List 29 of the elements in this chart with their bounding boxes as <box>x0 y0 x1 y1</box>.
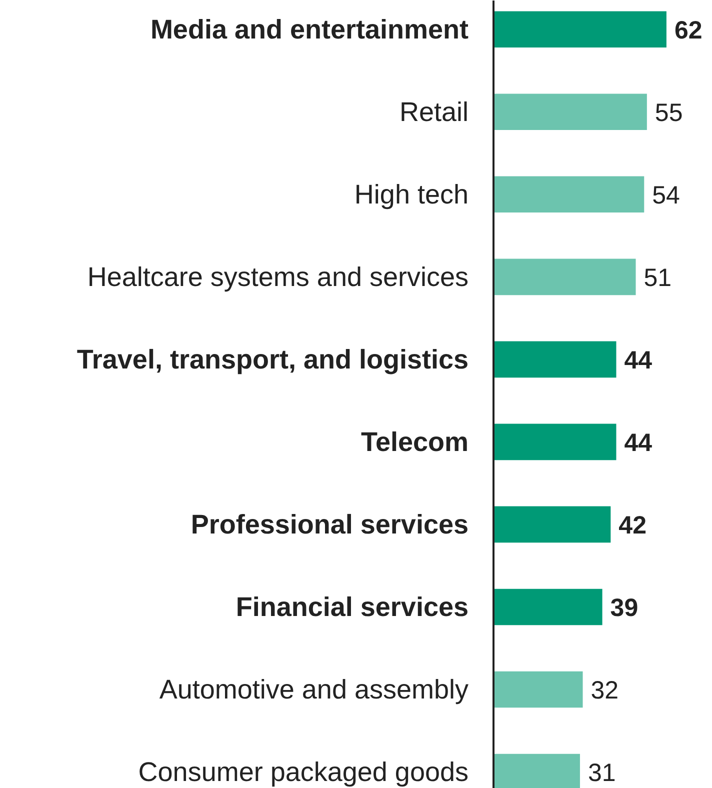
bar <box>494 94 647 130</box>
bar <box>494 671 583 708</box>
y-tick-label: Telecom <box>360 426 469 457</box>
bar <box>494 258 636 296</box>
y-tick-label: High tech <box>354 179 469 210</box>
data-label: 44 <box>624 428 652 457</box>
data-label: 42 <box>618 511 646 540</box>
bar <box>494 341 616 378</box>
y-tick-label: Consumer packaged goods <box>138 756 469 787</box>
data-label: 39 <box>610 594 638 622</box>
data-label: 32 <box>590 676 619 704</box>
bar <box>494 176 644 213</box>
bar <box>494 588 602 626</box>
y-tick-label: Healtcare systems and services <box>87 262 469 292</box>
data-label: 55 <box>654 98 683 127</box>
data-label: 51 <box>644 264 672 292</box>
y-tick-label: Media and entertainment <box>150 14 469 44</box>
data-label: 54 <box>652 181 680 210</box>
data-label: 44 <box>624 346 652 374</box>
bar <box>494 506 611 543</box>
bar <box>494 424 616 460</box>
bar <box>494 11 666 48</box>
y-tick-label: Professional services <box>190 509 469 540</box>
y-tick-label: Travel, transport, and logistics <box>76 344 469 374</box>
y-tick-label: Automotive and assembly <box>159 674 469 704</box>
data-label: 31 <box>588 758 616 787</box>
data-label: 62 <box>674 16 702 44</box>
y-tick-label: Retail <box>399 96 468 127</box>
y-tick-label: Financial services <box>236 592 469 622</box>
